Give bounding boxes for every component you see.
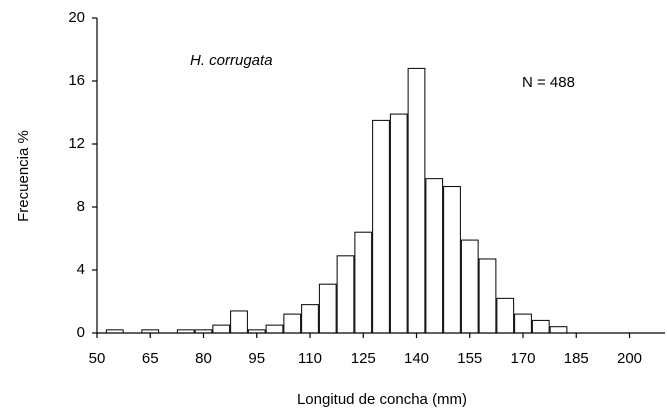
x-tick-label: 125 xyxy=(351,350,376,367)
x-tick-label: 170 xyxy=(510,350,535,367)
bar xyxy=(514,313,532,334)
bar xyxy=(283,313,302,334)
x-tick-label: 200 xyxy=(617,350,642,367)
bar xyxy=(389,113,408,334)
y-axis-label: Frecuencia % xyxy=(15,130,32,222)
bar xyxy=(354,231,373,334)
y-tick-label: 16 xyxy=(68,72,85,89)
y-tick-label: 12 xyxy=(68,135,85,152)
bar xyxy=(372,119,390,334)
bar xyxy=(531,319,550,334)
y-tick-label: 4 xyxy=(77,261,85,278)
bar xyxy=(425,178,444,334)
species-annotation: H. corrugata xyxy=(190,52,273,69)
x-tick-label: 95 xyxy=(248,350,265,367)
bar xyxy=(460,239,479,334)
x-tick-label: 80 xyxy=(195,350,212,367)
x-tick-label: 140 xyxy=(404,350,429,367)
bar xyxy=(336,255,355,334)
bar xyxy=(496,297,515,334)
bar xyxy=(318,283,337,334)
bar xyxy=(443,186,461,334)
bar xyxy=(407,67,426,334)
x-tick-label: 185 xyxy=(564,350,589,367)
bar xyxy=(301,304,319,334)
bar xyxy=(478,258,497,334)
x-tick-label: 110 xyxy=(298,350,322,367)
bar xyxy=(212,324,231,334)
bar xyxy=(549,326,568,334)
x-tick-label: 65 xyxy=(142,350,159,367)
x-tick-label: 155 xyxy=(457,350,482,367)
y-tick-label: 20 xyxy=(68,9,85,26)
x-axis-label: Longitud de concha (mm) xyxy=(297,391,467,408)
y-tick-label: 0 xyxy=(77,324,85,341)
bar xyxy=(230,310,248,334)
n-annotation: N = 488 xyxy=(522,74,575,91)
x-tick-label: 50 xyxy=(89,350,106,367)
y-tick-label: 8 xyxy=(77,198,85,215)
bar xyxy=(265,324,284,334)
